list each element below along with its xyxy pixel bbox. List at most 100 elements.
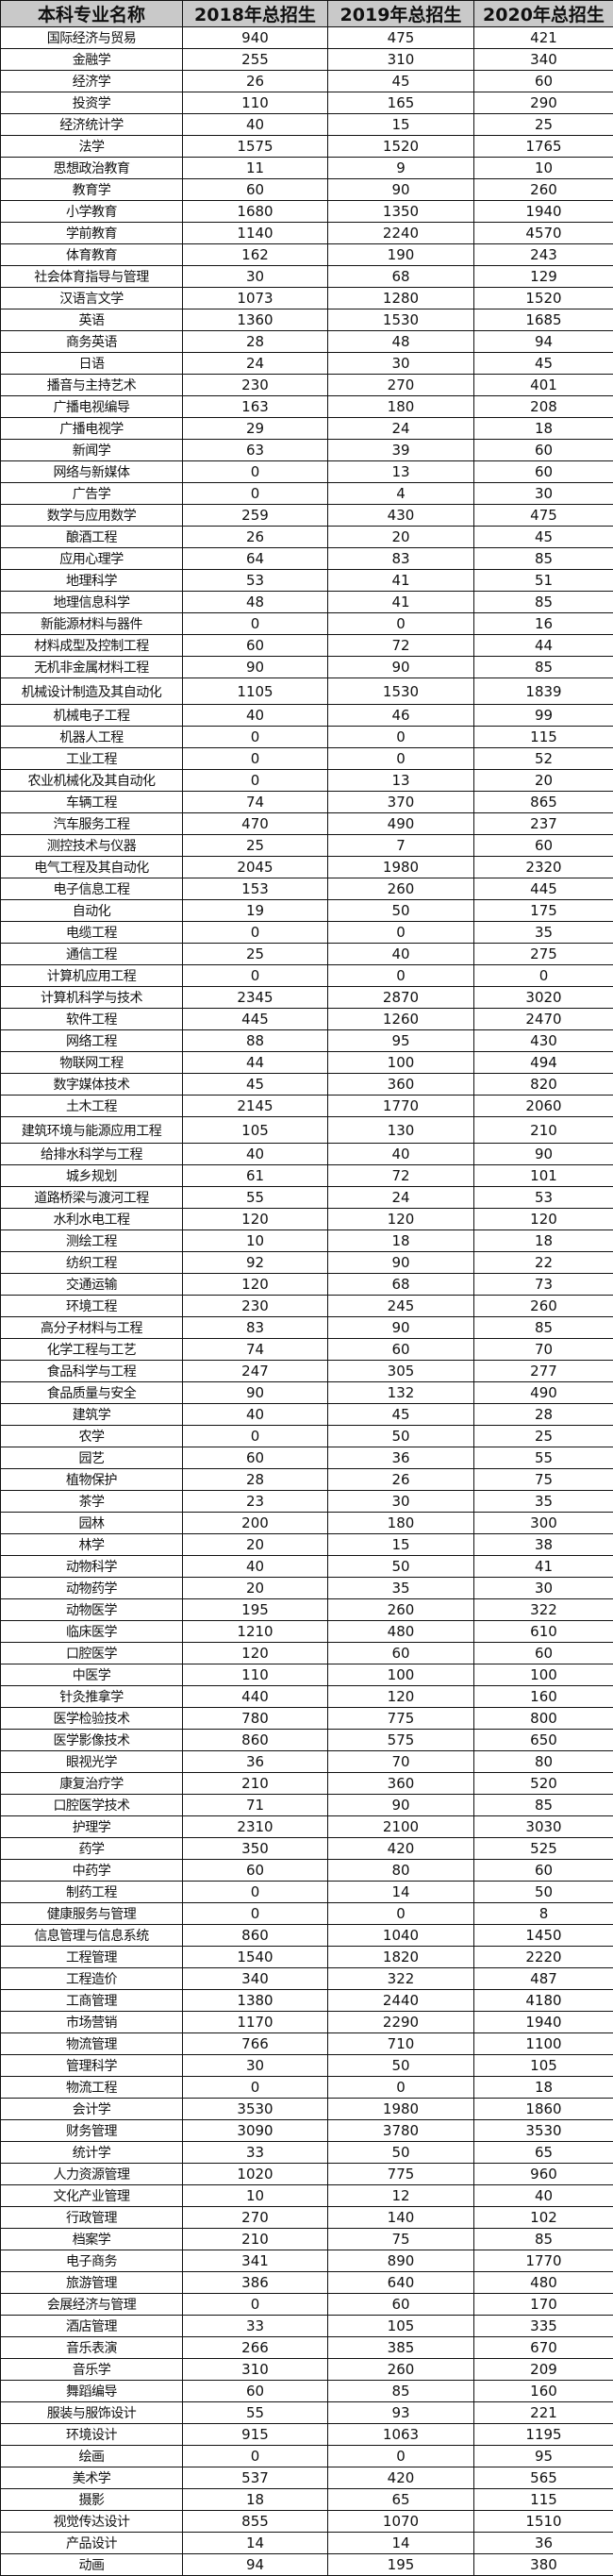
major-name-cell: 测控技术与仪器 <box>1 835 183 857</box>
enrollment-2020-cell: 494 <box>474 1052 613 1074</box>
enrollment-2020-cell: 85 <box>474 592 613 613</box>
enrollment-2018-cell: 860 <box>183 1925 328 1947</box>
enrollment-2020-cell: 2220 <box>474 1947 613 1968</box>
major-name-cell: 档案学 <box>1 2229 183 2250</box>
major-name-cell: 给排水科学与工程 <box>1 1144 183 1165</box>
major-name-cell: 动物医学 <box>1 1599 183 1621</box>
enrollment-2019-cell: 100 <box>328 1664 474 1686</box>
major-name-cell: 商务英语 <box>1 331 183 353</box>
enrollment-2018-cell: 915 <box>183 2424 328 2446</box>
enrollment-2020-cell: 55 <box>474 1447 613 1469</box>
major-name-cell: 林学 <box>1 1534 183 1556</box>
major-name-cell: 法学 <box>1 136 183 158</box>
major-name-cell: 人力资源管理 <box>1 2164 183 2185</box>
enrollment-2020-cell: 85 <box>474 1317 613 1339</box>
major-name-cell: 新能源材料与器件 <box>1 613 183 635</box>
enrollment-2018-cell: 255 <box>183 49 328 71</box>
major-name-cell: 车辆工程 <box>1 792 183 813</box>
major-name-cell: 绘画 <box>1 2446 183 2467</box>
enrollment-2018-cell: 1680 <box>183 201 328 223</box>
enrollment-2019-cell: 72 <box>328 635 474 657</box>
major-name-cell: 思想政治教育 <box>1 158 183 179</box>
major-name-cell: 植物保护 <box>1 1469 183 1491</box>
enrollment-2019-cell: 60 <box>328 2294 474 2316</box>
major-name-cell: 水利水电工程 <box>1 1209 183 1230</box>
major-name-cell: 计算机科学与技术 <box>1 987 183 1009</box>
enrollment-2020-cell: 1685 <box>474 309 613 331</box>
enrollment-2020-cell: 445 <box>474 878 613 900</box>
major-name-cell: 美术学 <box>1 2467 183 2489</box>
major-name-cell: 软件工程 <box>1 1009 183 1030</box>
major-name-cell: 信息管理与信息系统 <box>1 1925 183 1947</box>
enrollment-2020-cell: 175 <box>474 900 613 922</box>
enrollment-2018-cell: 0 <box>183 748 328 770</box>
enrollment-2018-cell: 1210 <box>183 1621 328 1643</box>
major-name-cell: 新闻学 <box>1 440 183 461</box>
enrollment-2019-cell: 45 <box>328 1404 474 1426</box>
enrollment-2019-cell: 70 <box>328 1751 474 1773</box>
enrollment-2018-cell: 83 <box>183 1317 328 1339</box>
major-name-cell: 口腔医学技术 <box>1 1795 183 1816</box>
enrollment-2020-cell: 1100 <box>474 2033 613 2055</box>
enrollment-2018-cell: 0 <box>183 2077 328 2099</box>
enrollment-2018-cell: 63 <box>183 440 328 461</box>
enrollment-2019-cell: 0 <box>328 965 474 987</box>
enrollment-2020-cell: 41 <box>474 1556 613 1578</box>
enrollment-2020-cell: 90 <box>474 1144 613 1165</box>
enrollment-2019-cell: 14 <box>328 1882 474 1903</box>
enrollment-2020-cell: 1940 <box>474 2012 613 2033</box>
enrollment-2019-cell: 385 <box>328 2337 474 2359</box>
enrollment-2018-cell: 26 <box>183 527 328 548</box>
enrollment-2018-cell: 0 <box>183 965 328 987</box>
enrollment-2019-cell: 1980 <box>328 2099 474 2120</box>
enrollment-2019-cell: 130 <box>328 1117 474 1144</box>
major-name-cell: 广播电视学 <box>1 418 183 440</box>
enrollment-2019-cell: 260 <box>328 878 474 900</box>
enrollment-2020-cell: 101 <box>474 1165 613 1187</box>
major-name-cell: 网络工程 <box>1 1030 183 1052</box>
enrollment-2020-cell: 3020 <box>474 987 613 1009</box>
major-name-cell: 物流工程 <box>1 2077 183 2099</box>
enrollment-2019-cell: 0 <box>328 2077 474 2099</box>
major-name-cell: 广播电视编导 <box>1 396 183 418</box>
enrollment-2019-cell: 1820 <box>328 1947 474 1968</box>
enrollment-2020-cell: 260 <box>474 1296 613 1317</box>
enrollment-2020-cell: 322 <box>474 1599 613 1621</box>
enrollment-2018-cell: 2345 <box>183 987 328 1009</box>
major-name-cell: 护理学 <box>1 1816 183 1838</box>
enrollment-2019-cell: 80 <box>328 1860 474 1882</box>
enrollment-2019-cell: 72 <box>328 1165 474 1187</box>
enrollment-2020-cell: 60 <box>474 1860 613 1882</box>
major-name-cell: 文化产业管理 <box>1 2185 183 2207</box>
enrollment-2019-cell: 360 <box>328 1074 474 1096</box>
enrollment-2018-cell: 1575 <box>183 136 328 158</box>
major-name-cell: 市场营销 <box>1 2012 183 2033</box>
enrollment-2019-cell: 0 <box>328 613 474 635</box>
enrollment-2020-cell: 208 <box>474 396 613 418</box>
enrollment-2020-cell: 18 <box>474 2077 613 2099</box>
enrollment-2018-cell: 163 <box>183 396 328 418</box>
enrollment-2019-cell: 1280 <box>328 288 474 309</box>
enrollment-2019-cell: 0 <box>328 1903 474 1925</box>
enrollment-2018-cell: 28 <box>183 331 328 353</box>
enrollment-2018-cell: 25 <box>183 835 328 857</box>
